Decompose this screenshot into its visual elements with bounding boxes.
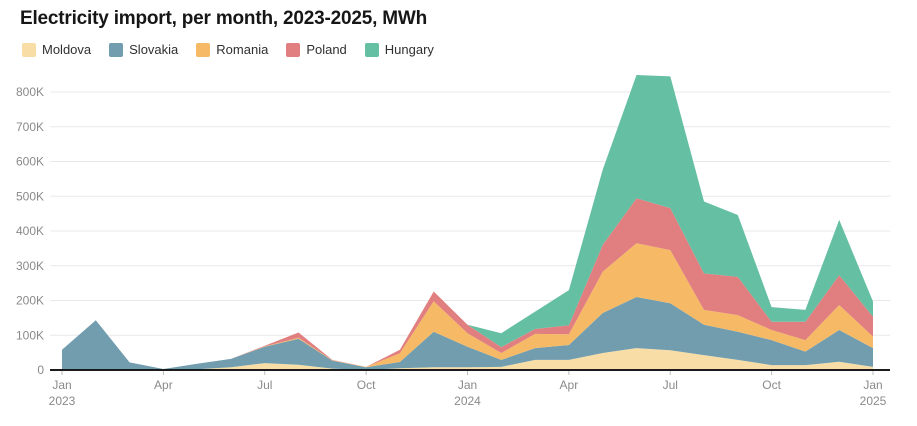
x-axis-label: Jul <box>663 378 678 392</box>
x-axis-label: Oct <box>357 378 376 392</box>
area-series-poland[interactable] <box>62 198 873 369</box>
legend-swatch-icon <box>22 42 36 57</box>
area-series-moldova[interactable] <box>62 348 873 370</box>
legend-label: Poland <box>306 42 347 57</box>
y-axis-label: 800K <box>16 85 44 99</box>
y-axis-label: 600K <box>16 155 44 169</box>
chart-title: Electricity import, per month, 2023-2025… <box>20 8 427 29</box>
x-axis-year-label: 2023 <box>49 394 76 408</box>
legend-item-slovakia[interactable]: Slovakia <box>109 42 178 57</box>
x-axis-label: Apr <box>560 378 579 392</box>
x-axis-label: Jul <box>257 378 272 392</box>
chart-legend: Moldova Slovakia Romania Poland Hungary <box>22 42 434 57</box>
x-axis-label: Apr <box>154 378 173 392</box>
y-axis-label: 100K <box>16 328 44 342</box>
legend-swatch-icon <box>286 42 301 57</box>
area-series-romania[interactable] <box>62 243 873 369</box>
x-axis-label: Jan <box>863 378 882 392</box>
x-axis-year-label: 2025 <box>860 394 887 408</box>
x-axis-label: Jan <box>52 378 71 392</box>
legend-swatch-icon <box>109 42 124 57</box>
y-axis-label: 500K <box>16 189 44 203</box>
legend-item-moldova[interactable]: Moldova <box>22 42 91 57</box>
legend-label: Slovakia <box>129 42 179 57</box>
legend-label: Moldova <box>42 42 92 57</box>
legend-label: Hungary <box>384 42 434 57</box>
y-axis-label: 300K <box>16 259 44 273</box>
legend-label: Romania <box>216 42 269 57</box>
x-axis-label: Oct <box>762 378 781 392</box>
legend-item-romania[interactable]: Romania <box>196 42 268 57</box>
y-axis-label: 0 <box>37 363 44 377</box>
legend-swatch-icon <box>364 42 379 57</box>
legend-item-poland[interactable]: Poland <box>286 42 347 57</box>
x-axis-label: Jan <box>458 378 477 392</box>
area-series-slovakia[interactable] <box>62 297 873 370</box>
y-axis-label: 700K <box>16 120 44 134</box>
y-axis-label: 400K <box>16 224 44 238</box>
legend-swatch-icon <box>196 42 211 57</box>
y-axis-label: 200K <box>16 294 44 308</box>
area-series-hungary[interactable] <box>62 75 873 369</box>
legend-item-hungary[interactable]: Hungary <box>364 42 434 57</box>
x-axis-year-label: 2024 <box>454 394 481 408</box>
